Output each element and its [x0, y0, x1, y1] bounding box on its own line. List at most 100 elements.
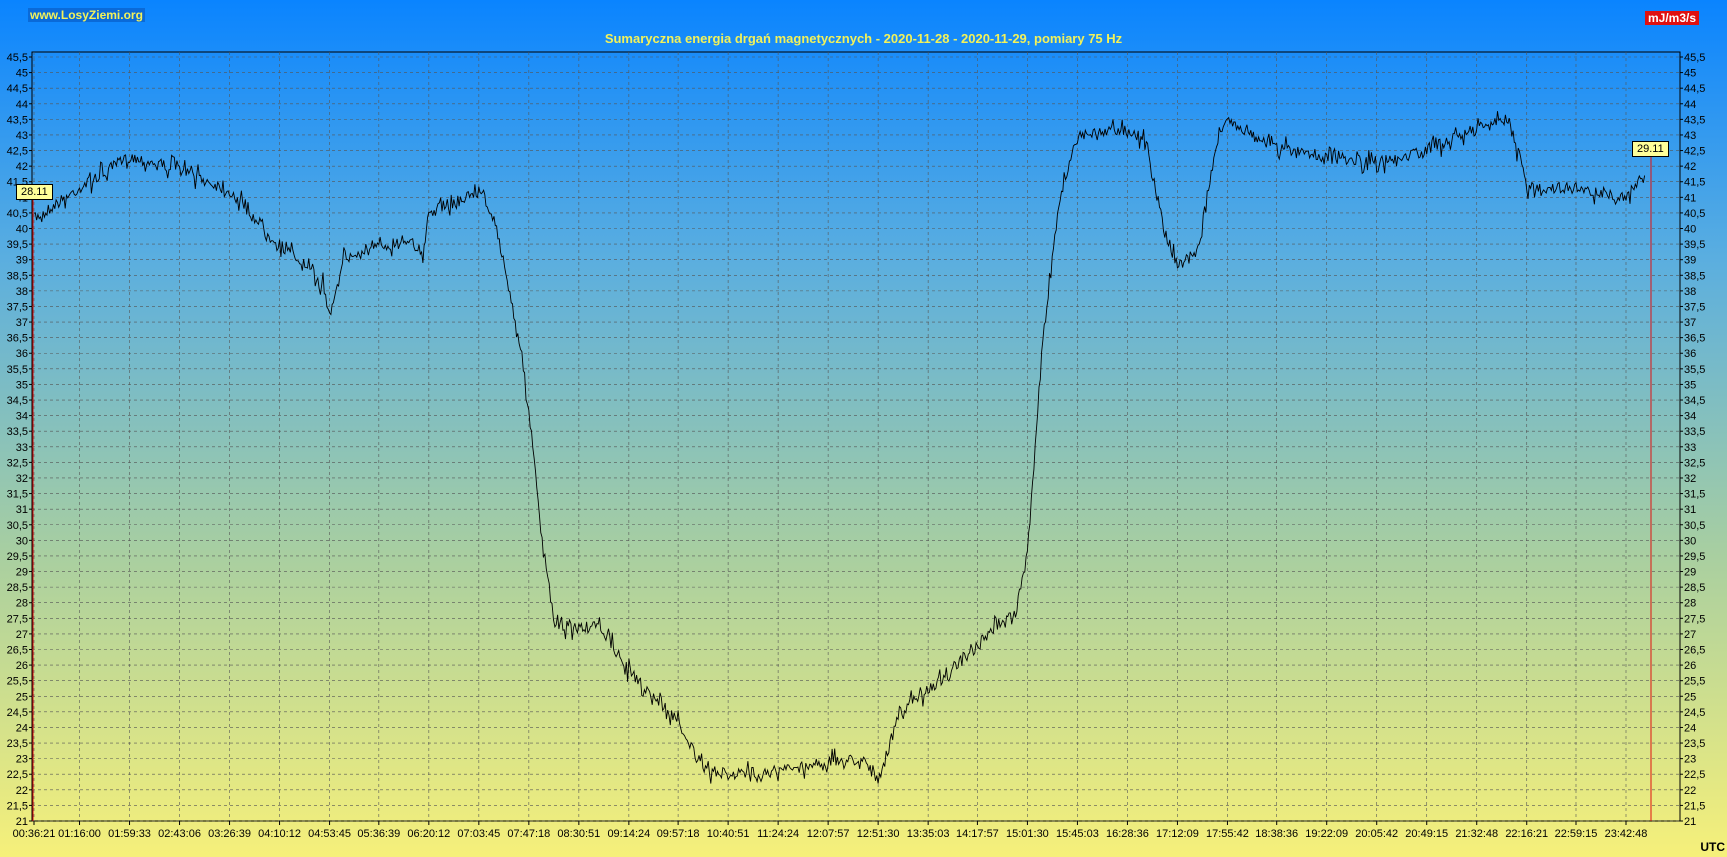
x-tick-label: 15:45:03	[1056, 828, 1099, 840]
end-date-tag: 29.11	[1632, 141, 1669, 157]
y-tick-label: 30	[16, 535, 28, 547]
y-tick-label: 28	[1684, 598, 1696, 610]
y-tick-label: 31	[16, 504, 28, 516]
y-tick-label: 44	[1684, 99, 1696, 111]
y-tick-label: 36	[16, 348, 28, 360]
site-logo-text[interactable]: www.LosyZiemi.org	[28, 8, 145, 22]
y-tick-label: 39,5	[1684, 239, 1705, 251]
x-tick-label: 04:10:12	[258, 828, 301, 840]
x-tick-label: 01:59:33	[108, 828, 151, 840]
y-tick-label: 28	[16, 598, 28, 610]
y-tick-label: 24,5	[7, 707, 28, 719]
y-tick-label: 38,5	[7, 270, 28, 282]
y-tick-label: 43,5	[1684, 114, 1705, 126]
x-tick-label: 15:01:30	[1006, 828, 1049, 840]
x-tick-label: 04:53:45	[308, 828, 351, 840]
y-tick-label: 34,5	[7, 395, 28, 407]
y-tick-label: 22	[16, 785, 28, 797]
y-tick-label: 37	[1684, 317, 1696, 329]
y-tick-label: 25	[16, 691, 28, 703]
y-tick-label: 24	[1684, 722, 1696, 734]
x-tick-label: 07:47:18	[507, 828, 550, 840]
x-tick-label: 07:03:45	[457, 828, 500, 840]
y-tick-label: 21,5	[1684, 800, 1705, 812]
y-tick-label: 27,5	[1684, 613, 1705, 625]
y-tick-label: 23,5	[7, 738, 28, 750]
x-tick-label: 03:26:39	[208, 828, 251, 840]
x-tick-label: 11:24:24	[757, 828, 799, 840]
x-tick-label: 02:43:06	[158, 828, 201, 840]
y-tick-label: 32	[1684, 473, 1696, 485]
y-tick-label: 42,5	[1684, 146, 1705, 158]
y-tick-label: 40,5	[1684, 208, 1705, 220]
y-tick-label: 33,5	[7, 426, 28, 438]
y-tick-label: 40	[16, 224, 28, 236]
y-tick-label: 27	[1684, 629, 1696, 641]
y-tick-label: 45	[16, 68, 28, 80]
y-tick-label: 37,5	[1684, 301, 1705, 313]
x-tick-label: 13:35:03	[907, 828, 950, 840]
x-tick-label: 17:12:09	[1156, 828, 1199, 840]
y-tick-label: 42,5	[7, 146, 28, 158]
x-tick-label: 21:32:48	[1455, 828, 1498, 840]
y-tick-label: 34,5	[1684, 395, 1705, 407]
y-tick-label: 38,5	[1684, 270, 1705, 282]
x-tick-label: 09:57:18	[657, 828, 700, 840]
x-tick-label: 23:42:48	[1605, 828, 1648, 840]
x-axis: 00:36:21 01:16:00 01:59:33 02:43:06 03:26:39…	[13, 821, 1648, 840]
y-tick-label: 29,5	[1684, 551, 1705, 563]
y-tick-label: 24	[16, 722, 28, 734]
y-tick-label: 32,5	[7, 457, 28, 469]
y-tick-label: 23	[16, 754, 28, 766]
y-tick-label: 27	[16, 629, 28, 641]
y-tick-label: 25,5	[7, 676, 28, 688]
y-tick-label: 23,5	[1684, 738, 1705, 750]
x-tick-label: 06:20:12	[407, 828, 450, 840]
y-tick-label: 32,5	[1684, 457, 1705, 469]
plot-area	[31, 51, 1681, 822]
y-tick-label: 23	[1684, 754, 1696, 766]
grid-lines	[32, 52, 1680, 822]
y-tick-label: 41	[1684, 192, 1696, 204]
x-tick-label: 20:49:15	[1405, 828, 1448, 840]
y-tick-label: 39	[1684, 255, 1696, 267]
y-tick-label: 43	[16, 130, 28, 142]
y-tick-label: 40	[1684, 224, 1696, 236]
y-tick-label: 21,5	[7, 800, 28, 812]
y-tick-label: 34	[16, 411, 28, 423]
x-tick-label: 22:59:15	[1555, 828, 1598, 840]
x-tick-label: 20:05:42	[1355, 828, 1398, 840]
x-tick-label: 19:22:09	[1305, 828, 1348, 840]
y-tick-label: 28,5	[7, 582, 28, 594]
y-tick-label: 43	[1684, 130, 1696, 142]
y-axis-right: 45,5 45 44,5 44 43,5 43 42,5 42 41,5 41 40,5 40 39,5…	[1680, 52, 1705, 828]
y-tick-label: 36,5	[1684, 333, 1705, 345]
y-tick-label: 30	[1684, 535, 1696, 547]
y-axis-left: 45,54544,54443,54342,54241,54140,54039,5…	[7, 52, 32, 828]
y-tick-label: 44,5	[1684, 83, 1705, 95]
y-tick-label: 29	[1684, 567, 1696, 579]
y-tick-label: 25,5	[1684, 676, 1705, 688]
x-tick-label: 05:36:39	[357, 828, 400, 840]
y-tick-label: 29,5	[7, 551, 28, 563]
y-tick-label: 45,5	[1684, 52, 1705, 64]
unit-label: mJ/m3/s	[1644, 11, 1699, 25]
y-tick-label: 27,5	[7, 613, 28, 625]
x-tick-label: 17:55:42	[1206, 828, 1249, 840]
y-tick-label: 33	[1684, 442, 1696, 454]
y-tick-label: 33,5	[1684, 426, 1705, 438]
y-tick-label: 31	[1684, 504, 1696, 516]
y-tick-label: 41,5	[1684, 177, 1705, 189]
y-tick-label: 36	[1684, 348, 1696, 360]
y-tick-label: 38	[1684, 286, 1696, 298]
y-tick-label: 44	[16, 99, 28, 111]
y-tick-label: 24,5	[1684, 707, 1705, 719]
y-tick-label: 22	[1684, 785, 1696, 797]
y-tick-label: 37	[16, 317, 28, 329]
x-tick-label: 12:07:57	[807, 828, 850, 840]
y-tick-label: 45	[1684, 68, 1696, 80]
series-line-group	[33, 111, 1646, 784]
x-tick-label: 12:51:30	[857, 828, 900, 840]
y-tick-label: 26,5	[1684, 644, 1705, 656]
